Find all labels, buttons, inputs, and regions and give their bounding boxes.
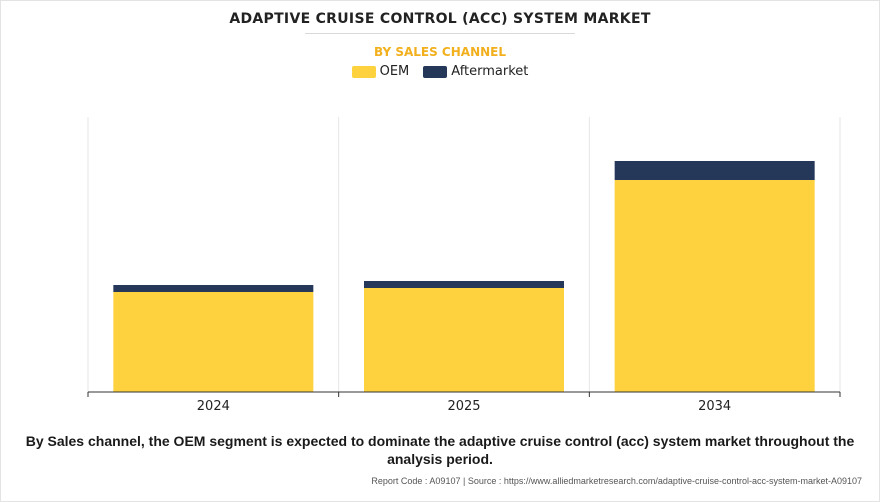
report-code: Report Code : A09107: [371, 476, 461, 486]
legend-label-oem: OEM: [379, 64, 410, 79]
legend-label-aftermarket: Aftermarket: [451, 64, 529, 79]
x-tick-label-2024: 2024: [197, 399, 230, 414]
footer-separator: |: [462, 476, 466, 486]
legend-swatch-aftermarket: [423, 65, 448, 78]
bar-oem-2034[interactable]: [614, 180, 815, 392]
bar-aftermarket-2034[interactable]: [614, 161, 815, 180]
legend-swatch-oem: [351, 65, 376, 78]
chart-caption: By Sales channel, the OEM segment is exp…: [25, 433, 855, 467]
x-tick-label-2034: 2034: [698, 399, 731, 414]
bar-aftermarket-2024[interactable]: [113, 285, 314, 292]
source-link[interactable]: Source : https://www.alliedmarketresearc…: [467, 476, 862, 486]
title-divider: [305, 33, 575, 34]
legend-item-aftermarket[interactable]: Aftermarket: [423, 64, 528, 79]
x-tick-label-2025: 2025: [447, 399, 480, 414]
legend-item-oem[interactable]: OEM: [351, 64, 410, 79]
bar-oem-2024[interactable]: [113, 292, 314, 392]
legend: OEM Aftermarket: [0, 64, 880, 79]
bar-aftermarket-2025[interactable]: [364, 281, 564, 288]
chart-title: ADAPTIVE CRUISE CONTROL (ACC) SYSTEM MAR…: [229, 11, 651, 27]
footer-source: Report Code : A09107 | Source : https://…: [371, 476, 862, 486]
bar-oem-2025[interactable]: [364, 288, 564, 392]
chart-subtitle: BY SALES CHANNEL: [373, 45, 507, 59]
